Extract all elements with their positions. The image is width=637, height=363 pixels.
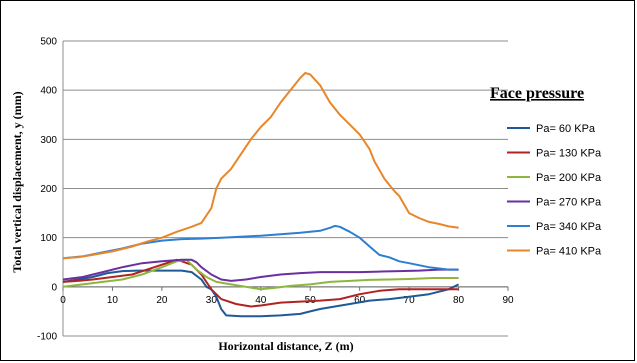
x-tick-label: 40 [255,295,267,306]
x-tick-label: 90 [502,295,514,306]
series-line-1 [62,269,460,318]
y-tick-label: -100 [37,332,57,343]
legend-entry: Pa= 200 KPa [536,172,602,184]
legend-entry: Pa= 130 KPa [536,148,602,160]
y-tick-label: 500 [40,37,57,48]
legend-entry: Pa= 270 KPa [536,197,602,209]
y-tick-label: 100 [40,233,57,244]
x-tick-label: 20 [156,295,168,306]
series-line-3 [62,258,459,291]
legend-entry: Pa= 410 KPa [536,246,602,258]
y-tick-label: 300 [40,135,57,146]
x-tick-label: 0 [60,295,66,306]
series-line-6 [62,72,459,260]
x-tick-label: 80 [453,295,465,306]
y-tick-label: 200 [40,184,57,195]
x-tick-label: 10 [107,295,119,306]
legend: Face pressure Pa= 60 KPa Pa= 130 KPa Pa= 2… [490,85,602,258]
y-tick-label: 400 [40,86,57,97]
x-tick-label: 60 [354,295,366,306]
series-lines [62,72,460,318]
x-tick-label: 70 [404,295,416,306]
x-tick-label: 30 [206,295,218,306]
legend-entry: Pa= 60 KPa [536,123,596,135]
series-line-2 [62,258,459,308]
series-line-5 [62,224,459,271]
series-line-4 [62,258,459,282]
y-tick-labels: -100 0 100 200 300 400 500 [37,37,57,343]
legend-title: Face pressure [490,85,584,102]
x-axis-title: Horizontal distance, Z (m) [218,339,353,353]
y-axis-title: Total vertical displacement, y (mm) [10,91,24,272]
y-tick-label: 0 [51,282,57,293]
x-tick-labels: 0 10 20 30 40 50 60 70 80 90 [60,295,514,306]
legend-entry: Pa= 340 KPa [536,221,602,233]
